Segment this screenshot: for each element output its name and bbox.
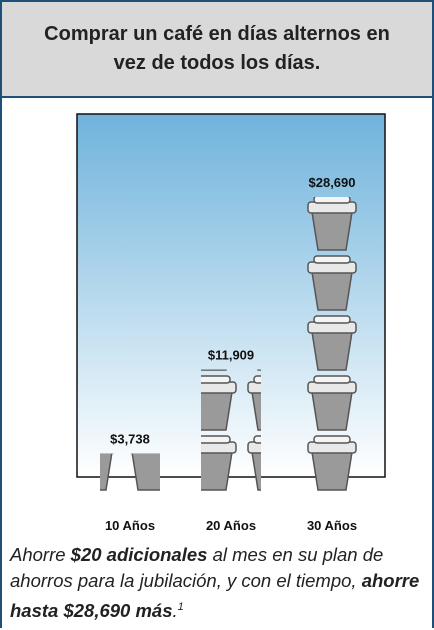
footnote-mark: 1 xyxy=(178,601,184,613)
chart: $3,738 10 Años $11,909 20 Años $28,690 30 Año… xyxy=(2,2,432,542)
footer-text: Ahorre xyxy=(10,544,71,565)
x-tick-label: 20 Años xyxy=(206,518,256,533)
value-label: $11,909 xyxy=(208,348,254,363)
value-label: $3,738 xyxy=(110,432,150,447)
cup-stack xyxy=(302,197,362,492)
footer-bold: $20 adicionales xyxy=(71,544,208,565)
infographic: Comprar un café en días alternos en vez … xyxy=(0,0,434,628)
x-tick-label: 10 Años xyxy=(105,518,155,533)
cup-stack xyxy=(100,454,160,492)
footer: Ahorre $20 adicionales al mes en su plan… xyxy=(10,542,430,624)
x-tick-label: 30 Años xyxy=(307,518,357,533)
cup-stack xyxy=(201,370,261,492)
value-label: $28,690 xyxy=(309,175,356,190)
